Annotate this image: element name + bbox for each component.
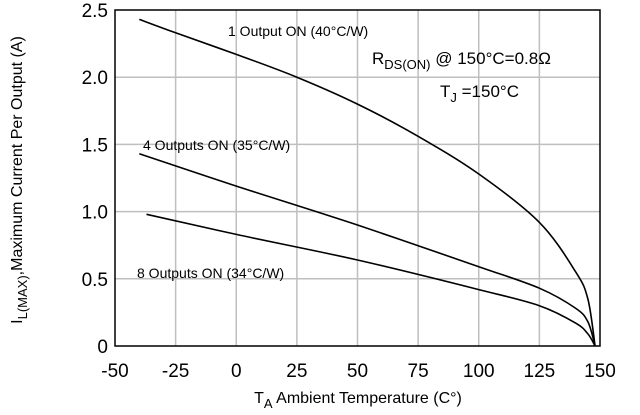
- curve-4-outputs: [139, 153, 596, 347]
- y-tick-label: 1.5: [82, 135, 108, 156]
- x-tick-label: 125: [524, 361, 556, 382]
- y-tick-labels: 0 0.5 1.0 1.5 2.0 2.5: [82, 1, 108, 358]
- tj-annotation: TJ =150°C: [440, 82, 519, 105]
- y-tick-label: 0.5: [82, 270, 108, 291]
- x-tick-label: -50: [101, 361, 128, 382]
- y-tick-label: 1.0: [82, 203, 108, 224]
- y-tick-label: 2.0: [82, 68, 108, 89]
- x-tick-label: 75: [408, 361, 429, 382]
- x-axis-title: TA Ambient Temperature (C°): [254, 390, 462, 411]
- label-8-outputs: 8 Outputs ON (34°C/W): [137, 265, 284, 281]
- x-tick-label: 25: [286, 361, 307, 382]
- series-labels: 1 Output ON (40°C/W) 4 Outputs ON (35°C/W…: [137, 23, 368, 281]
- plot-frame: [114, 9, 601, 347]
- x-tick-label: 150: [584, 361, 616, 382]
- y-tick-label: 0: [97, 337, 108, 358]
- curve-1-output: [139, 18, 596, 347]
- x-tick-labels: -50 -25 0 25 50 75 100 125 150: [101, 361, 616, 382]
- y-axis-title: IL(MAX),Maximum Current Per Output (A): [9, 36, 30, 324]
- y-tick-label: 2.5: [82, 1, 108, 22]
- curves: [139, 18, 596, 347]
- label-1-output: 1 Output ON (40°C/W): [228, 23, 368, 39]
- curve-8-outputs: [146, 213, 596, 347]
- x-tick-label: -25: [162, 361, 189, 382]
- grid-lines: [115, 10, 600, 346]
- x-tick-label: 50: [347, 361, 368, 382]
- label-4-outputs: 4 Outputs ON (35°C/W): [143, 137, 290, 153]
- x-tick-label: 0: [231, 361, 242, 382]
- rds-annotation: RDS(ON) @ 150°C=0.8Ω: [372, 49, 551, 72]
- x-tick-label: 100: [463, 361, 495, 382]
